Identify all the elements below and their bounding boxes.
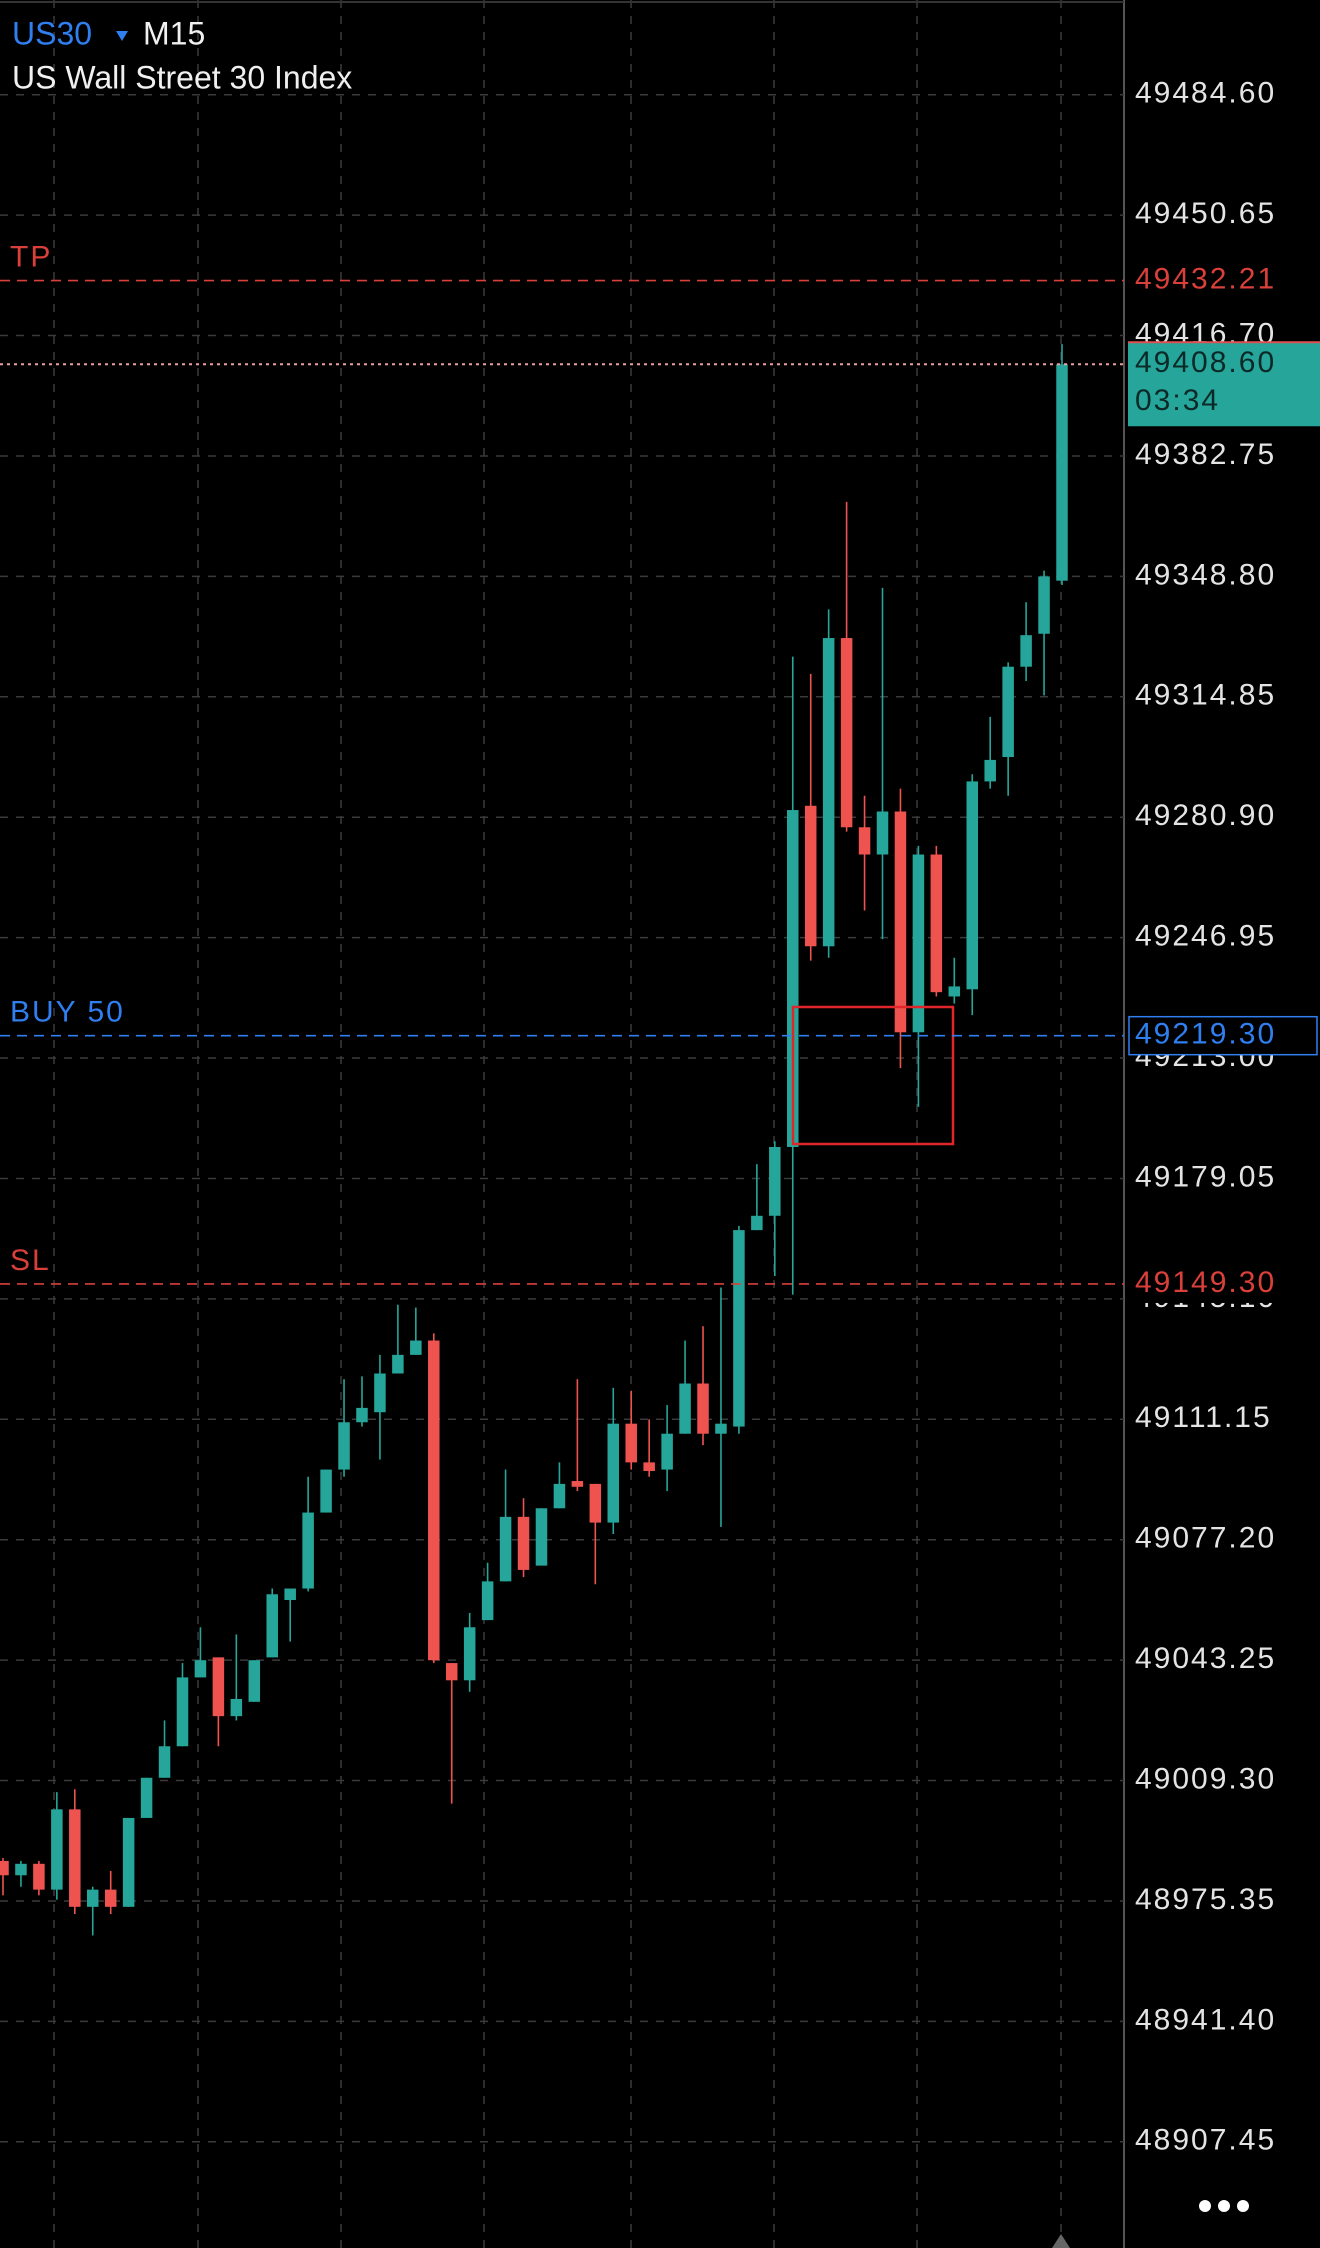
symbol: US30 [12,15,92,51]
candle-body [553,1483,566,1509]
y-tick-label: 48907.45 [1135,2124,1276,2157]
candle-body [158,1746,171,1778]
candle-body [858,827,871,855]
current-price-label: 49408.60 [1135,346,1276,379]
candle-body [697,1383,709,1434]
price-label: 49149.30 [1135,1266,1276,1299]
candle-body [894,811,907,1033]
y-tick-label: 49246.95 [1135,920,1276,953]
candle-body [948,986,961,997]
candle-body [625,1423,637,1463]
candle-body [51,1809,63,1890]
timeframe[interactable]: M15 [143,15,205,51]
candle-body [733,1230,745,1427]
y-tick-label: 49111.15 [1135,1401,1272,1434]
candle-body [1002,666,1014,758]
y-tick-label: 49450.65 [1135,197,1276,230]
candle-body [822,638,835,947]
candle-body [589,1483,602,1523]
price-line-name: SL [10,1244,51,1277]
candle-body [715,1423,727,1434]
candle-body [804,805,817,947]
candle-body [517,1516,530,1570]
candle-body [966,781,979,990]
candle-body [930,854,943,993]
candle-body [338,1422,350,1470]
y-tick-label: 49077.20 [1135,1522,1276,1555]
candle-body [410,1340,422,1355]
candle-body [15,1863,27,1876]
price-line-name: BUY 50 [10,996,125,1029]
y-tick-label: 49009.30 [1135,1762,1276,1795]
candle-body [787,810,799,1147]
candle-body [751,1215,763,1231]
candle-body [392,1354,404,1374]
candle-body [769,1146,781,1216]
candle-body [140,1777,153,1818]
candle-body [86,1889,99,1907]
candle-body [840,638,853,828]
y-tick-label: 48975.35 [1135,1883,1276,1916]
candle-body [481,1581,494,1621]
candle-body [212,1657,225,1717]
y-tick-label: 49179.05 [1135,1160,1276,1193]
candle-body [248,1660,261,1702]
y-tick-label: 49043.25 [1135,1642,1276,1675]
candle-body [320,1469,332,1513]
y-tick-label: 49348.80 [1135,558,1276,591]
candle-body [463,1627,476,1681]
price-label-bg [1129,261,1317,300]
scroll-marker [1052,2234,1070,2248]
current-price-box [1128,342,1320,427]
candle-body [1056,364,1068,581]
y-tick-label: 49314.85 [1135,679,1276,712]
candle-body [284,1588,296,1601]
candle-body [266,1594,278,1658]
price-label: 49432.21 [1135,262,1276,295]
price-label-bg [1129,1264,1317,1303]
candle-body [194,1660,207,1678]
y-tick-label: 49382.75 [1135,438,1276,471]
y-tick-label: 49280.90 [1135,799,1276,832]
countdown: 03:34 [1135,384,1220,417]
candle-body [445,1663,458,1681]
candle-body [230,1698,243,1717]
candle-body [104,1889,117,1907]
candle-body [607,1423,620,1523]
more-button[interactable] [1199,2200,1249,2212]
candle-body [428,1340,440,1661]
y-tick-label: 48941.40 [1135,2003,1276,2036]
candle-body [984,759,996,782]
candle-body [302,1512,314,1589]
candle-body [1038,576,1050,634]
candle-body [356,1407,368,1423]
subtitle: US Wall Street 30 Index [12,59,352,95]
price-line-name: TP [10,240,52,273]
annotation-box [791,1005,955,1146]
candle-body [661,1433,673,1470]
candle-body [374,1373,386,1413]
y-tick-label: 49484.60 [1135,77,1276,110]
candle-body [33,1863,45,1890]
candle-body [643,1462,655,1471]
candle-body [535,1508,548,1566]
candle-body [571,1481,584,1487]
dropdown-icon[interactable] [116,31,128,41]
price-label: 49219.30 [1135,1018,1276,1051]
candle-body [876,811,889,855]
candle-body [122,1817,135,1907]
candle-body [499,1516,512,1582]
candle-body [1020,635,1032,667]
price-label-bg [1128,1015,1318,1056]
candle-body [176,1677,189,1747]
candle-body [0,1860,9,1876]
candle-body [679,1383,691,1434]
candle-body [69,1809,81,1907]
candle-body [912,854,925,1033]
